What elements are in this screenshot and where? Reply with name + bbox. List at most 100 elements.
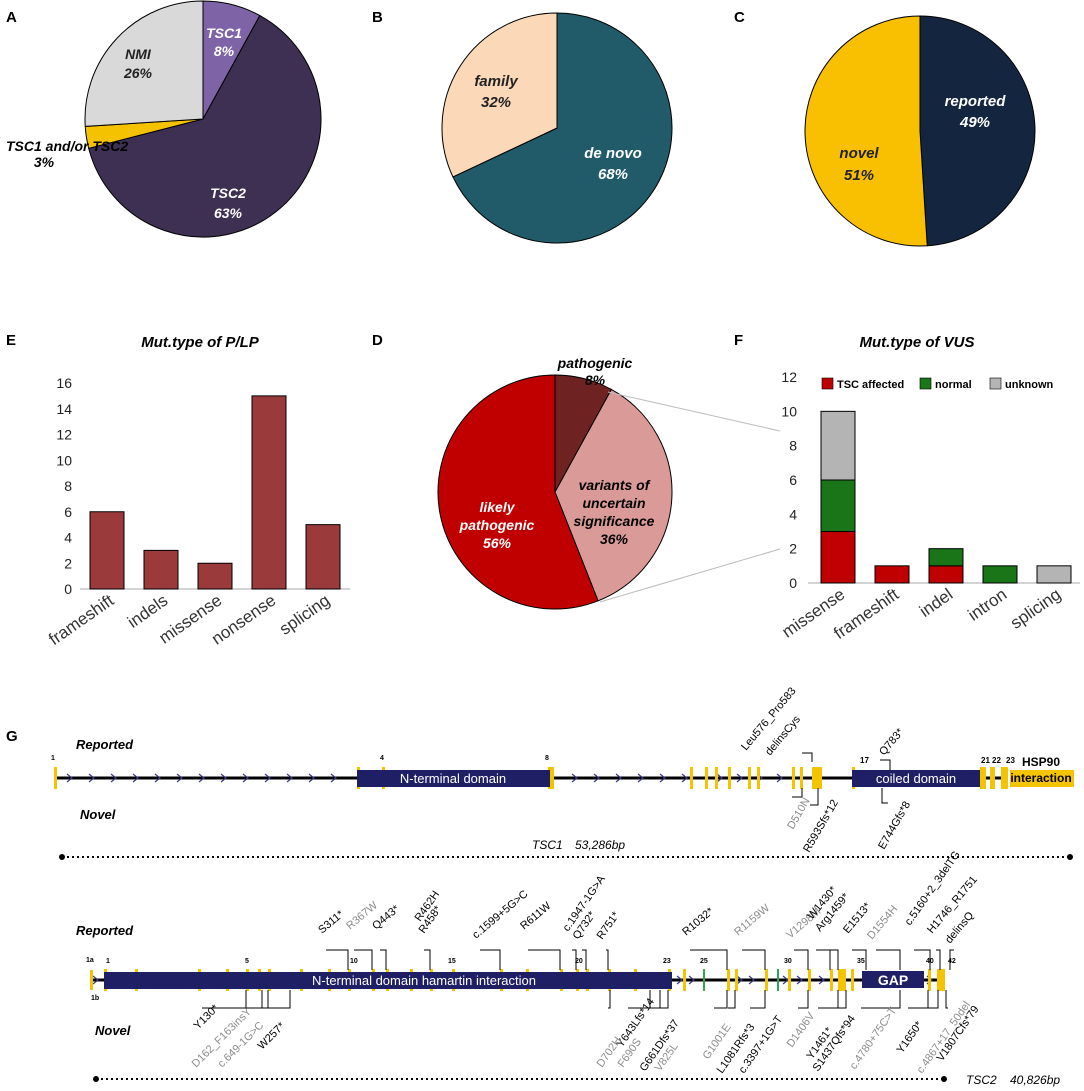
- tsc2-exon-num-5: 5: [245, 958, 249, 965]
- pie-a-value-tsc1: 8%: [214, 43, 235, 59]
- legend-label-unknown: unknown: [1005, 379, 1054, 391]
- intron-arrow: [637, 773, 644, 783]
- pie-a-label-nmi: NMI: [125, 46, 152, 62]
- pie-d-label-vus-2: uncertain: [582, 495, 645, 511]
- exon-mark: [838, 969, 846, 991]
- tsc1-domain-coiled-label: coiled domain: [876, 771, 956, 786]
- intron-arrow: [571, 773, 578, 783]
- exon-mark: [728, 767, 731, 789]
- intron-arrow: [818, 975, 825, 985]
- intron-arrow: [286, 773, 293, 783]
- chart-f-xlabel-indel: indel: [916, 585, 956, 621]
- pie-b-value-family: 32%: [481, 94, 511, 111]
- tsc2-reported-variant-line: [949, 949, 954, 970]
- chart-f-ytick: 4: [789, 506, 797, 522]
- chart-e-ytick: 2: [64, 555, 72, 571]
- pie-a-value-tsc2: 63%: [214, 205, 243, 221]
- tsc2-novel-variant-line: [750, 990, 766, 1009]
- chart-f-bar-indel-normal: [928, 548, 964, 567]
- pie-a-value-either: 3%: [34, 154, 55, 170]
- tsc1-domain-nterminal-label: N-terminal domain: [400, 771, 506, 786]
- exon-mark: [757, 767, 760, 789]
- tsc2-reported-variant: R1159W: [732, 902, 772, 939]
- tsc2-exon-num-1a: 1a: [86, 957, 94, 964]
- tsc2-exon-num-35: 35: [857, 958, 865, 965]
- intron-arrow: [736, 975, 743, 985]
- chart-f-bar-splicing-unknown: [1036, 565, 1072, 584]
- chart-e-ytick: 8: [64, 478, 72, 494]
- chart-f-ytick: 10: [781, 403, 797, 419]
- tsc2-reported-variant-line: [582, 949, 587, 970]
- chart-e-bar-frameshift: [89, 511, 125, 590]
- chart-e-xlabel-frameshift: frameshift: [45, 591, 117, 650]
- tsc2-reported-variant-line: [424, 949, 431, 970]
- tsc2-novel-variant-line: [908, 990, 929, 1009]
- tsc2-exon-num-20: 20: [575, 958, 583, 965]
- intron-arrow: [330, 773, 337, 783]
- pie-c-value-novel: 51%: [844, 167, 874, 184]
- chart-f-ytick: 12: [781, 369, 797, 385]
- tsc2-reported-variant-line: [852, 949, 867, 970]
- tsc1-length-bp: 53,286bp: [575, 838, 625, 852]
- pie-d-slice-likely-pathogenic: [437, 374, 599, 610]
- tsc1-domain-nterminal: [357, 770, 550, 787]
- chart-e-ytick: 6: [64, 504, 72, 520]
- chart-e-ytick: 0: [64, 581, 72, 597]
- tsc2-reported-variant-line: [572, 949, 577, 970]
- tsc2-exon-num-1: 1: [106, 958, 110, 965]
- exon-mark: [792, 767, 795, 789]
- tsc2-novel-variant-line: [629, 990, 651, 1009]
- tsc1-hsp90-label: HSP90: [1022, 755, 1060, 769]
- exon-mark: [1001, 767, 1008, 789]
- tsc2-novel-variant-line: [824, 990, 847, 1009]
- tsc1-exon-num-17: 17: [860, 756, 869, 765]
- tsc2-reported-variant-line: [742, 949, 766, 970]
- intron-arrow: [220, 773, 227, 783]
- tsc2-novel-variant: c.4780+75C>T: [848, 1005, 900, 1072]
- tsc1-exon-num-23: 23: [1006, 756, 1015, 765]
- panel-letter-g: G: [6, 728, 18, 745]
- panel-letter-e: E: [6, 332, 16, 349]
- intron-arrow: [132, 773, 139, 783]
- tsc1-novel-label: Novel: [80, 807, 116, 822]
- chart-f-ytick: 0: [789, 575, 797, 591]
- tsc2-novel-variant-line: [268, 990, 291, 1009]
- tsc1-scale-start: [59, 854, 65, 860]
- pie-d-label-likely-1: likely: [479, 499, 515, 515]
- pie-d-label-vus-3: significance: [574, 513, 655, 529]
- tsc2-scale-end: [941, 1076, 947, 1082]
- exon-mark: [851, 969, 854, 991]
- tsc2-exon-num-10: 10: [350, 958, 358, 965]
- legend-swatch-unknown: [989, 377, 1002, 390]
- tsc1-domain-coiled: [852, 770, 980, 787]
- tsc2-novel-variant-line: [818, 990, 839, 1009]
- pie-chart-a: [84, 0, 322, 238]
- tsc2-reported-variant-line: [528, 949, 561, 970]
- tsc1-variant-d510n: D510N: [785, 796, 813, 832]
- pie-b-slice-family: [441, 12, 558, 178]
- tsc1-variant-line-r593: [810, 788, 819, 806]
- connector-line-bottom: [599, 548, 781, 603]
- exon-mark: [937, 969, 945, 991]
- tsc1-variant-e744: E744Gfs*8: [876, 799, 913, 851]
- pie-b-label-family: family: [474, 73, 518, 90]
- tsc1-hsp90-label-2: interaction: [1010, 771, 1071, 785]
- pie-a-slice-tsc2: [88, 14, 322, 238]
- tsc1-scale-end: [1067, 854, 1073, 860]
- intron-arrow: [776, 773, 783, 783]
- chart-e-bar-indels: [143, 549, 179, 590]
- exon-mark: [928, 969, 931, 991]
- tsc1-exon-num-4: 4: [380, 755, 384, 762]
- tsc1-gene-map: Reported Novel N-terminal domain coiled …: [51, 685, 1074, 860]
- chart-f-legend: TSC affected normal unknown: [821, 377, 1054, 391]
- pie-chart-c: [804, 15, 1036, 247]
- tsc2-exon-num-42: 42: [948, 958, 956, 965]
- pie-d-label-pathogenic: pathogenic: [557, 355, 633, 371]
- tsc1-length-name: TSC1: [532, 838, 563, 852]
- exon-mark: [830, 969, 833, 991]
- pie-b-value-denovo: 68%: [598, 166, 628, 183]
- exon-mark: [683, 969, 686, 991]
- exon-mark: [765, 969, 768, 991]
